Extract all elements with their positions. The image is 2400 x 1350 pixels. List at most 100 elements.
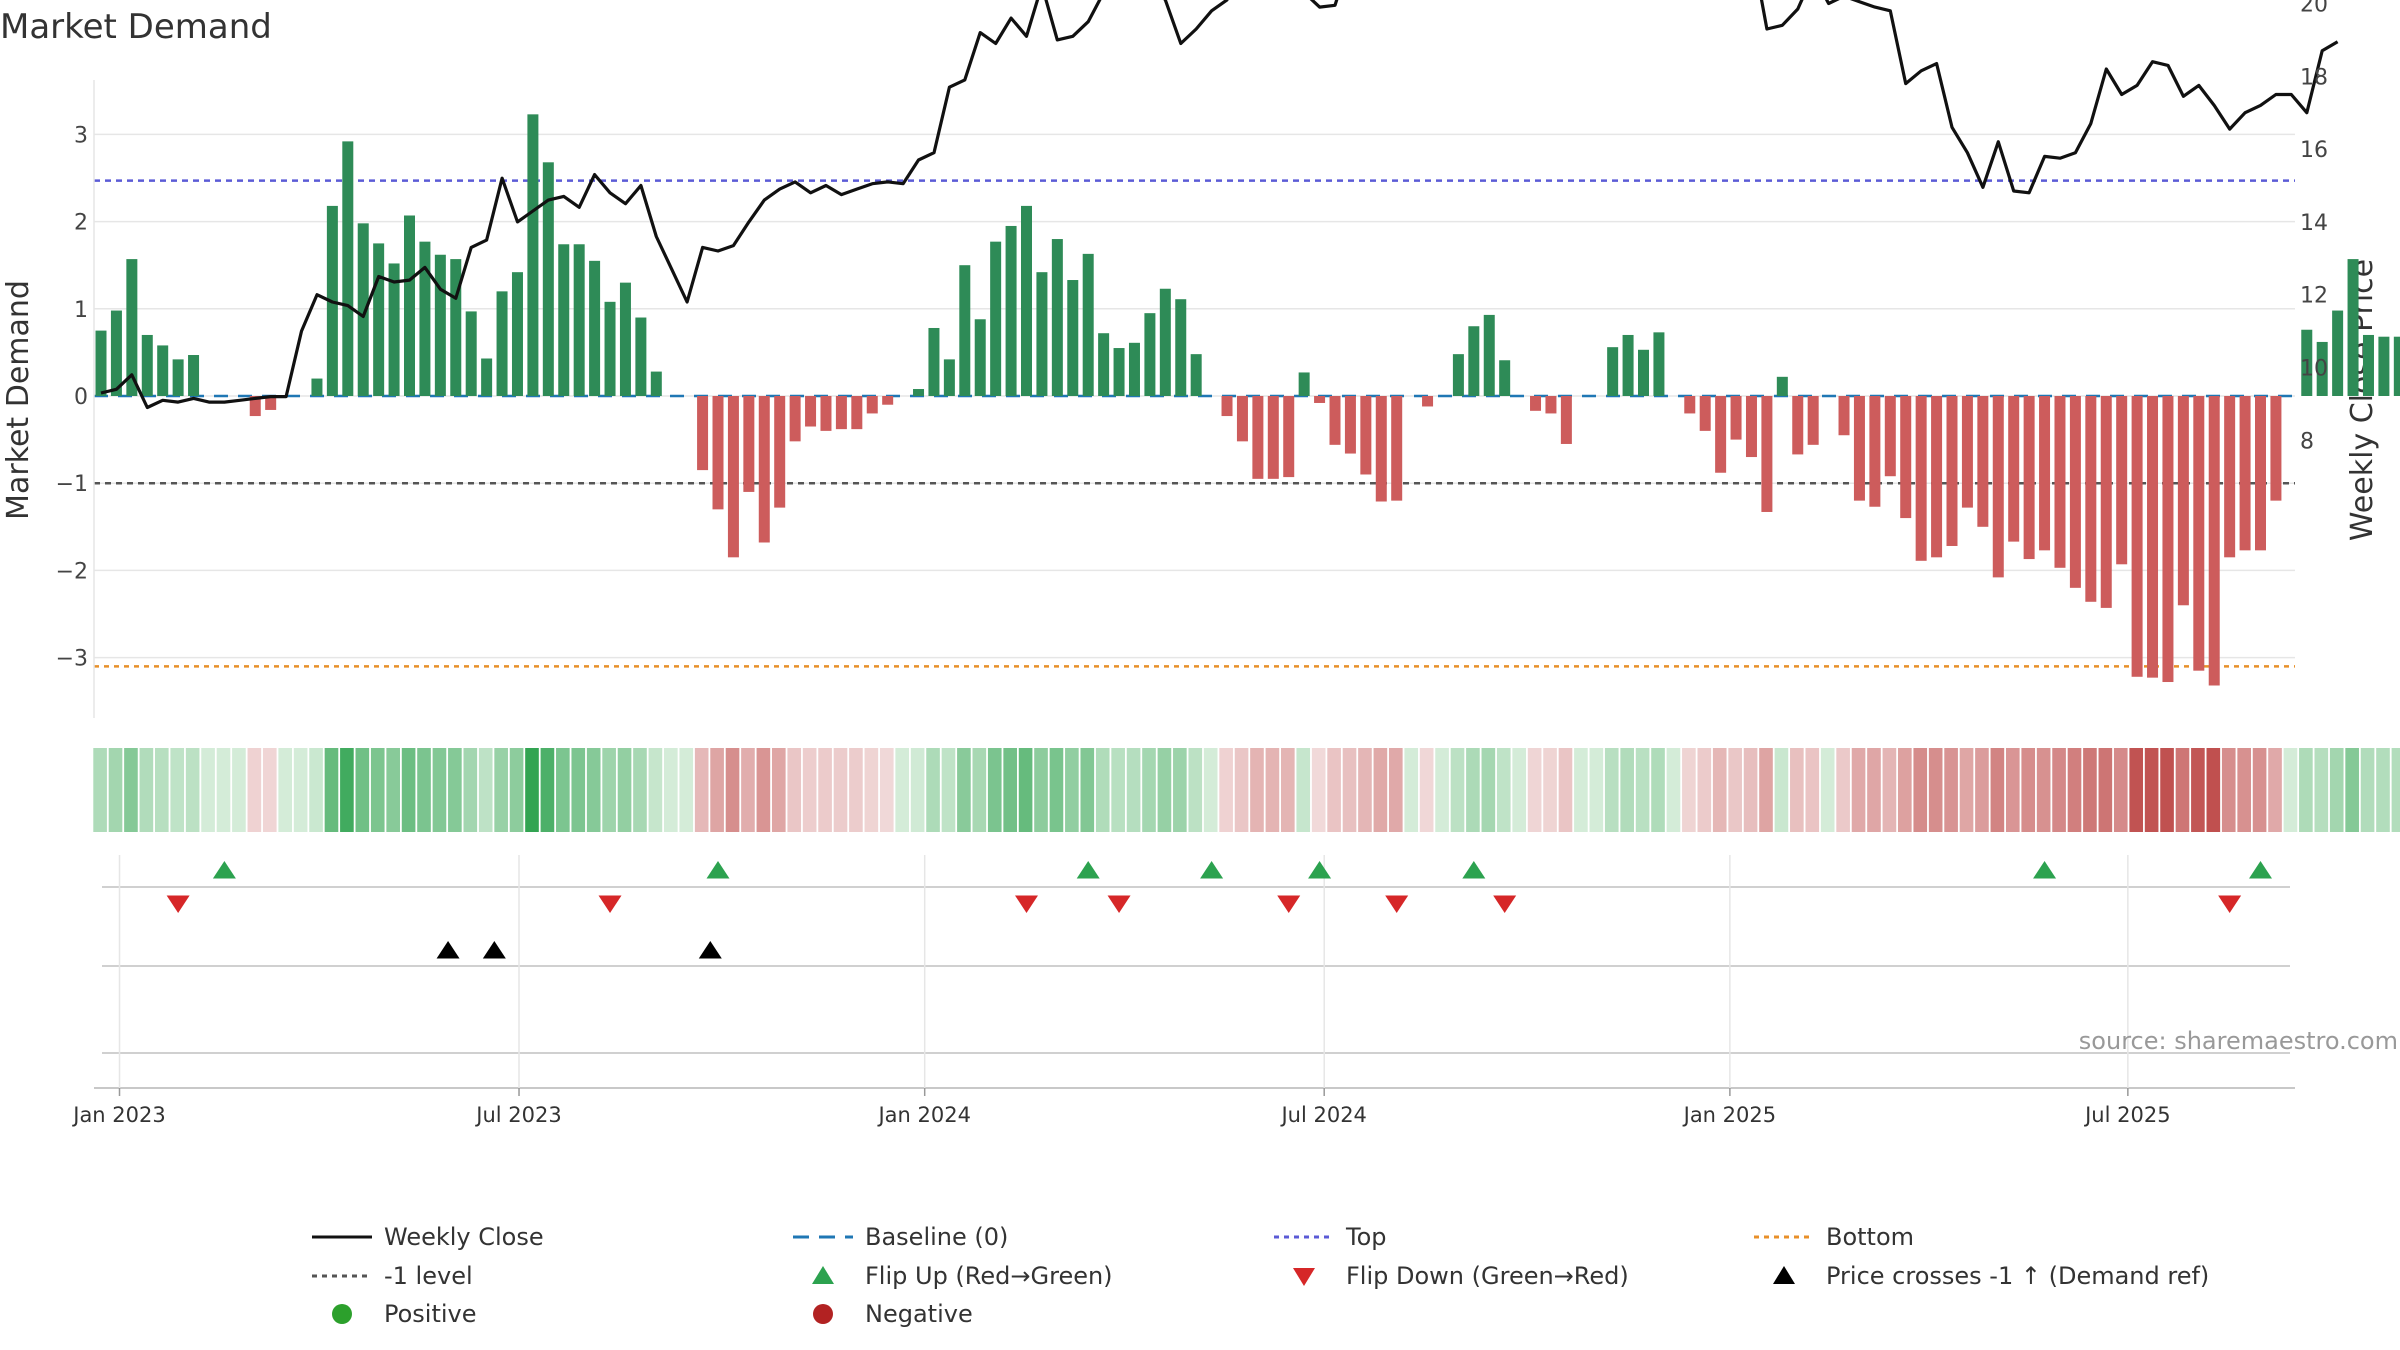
heat-cell xyxy=(1496,748,1511,832)
demand-bar-negative xyxy=(1375,396,1387,502)
demand-bar-positive xyxy=(465,311,477,396)
demand-heat-strip xyxy=(93,748,2400,832)
heat-cell xyxy=(2067,748,2082,832)
heat-cell xyxy=(1805,748,1820,832)
demand-bar-negative xyxy=(1869,396,1881,507)
heat-cell xyxy=(1820,748,1835,832)
demand-bar-positive xyxy=(990,241,1002,396)
heat-cell xyxy=(2237,748,2251,832)
demand-bar-negative xyxy=(866,396,878,414)
demand-bar-negative xyxy=(1745,396,1757,458)
demand-bar-positive xyxy=(110,310,122,396)
heat-cell xyxy=(2113,748,2128,832)
demand-bar-negative xyxy=(697,396,709,471)
heat-cell xyxy=(2299,748,2313,832)
legend-item: Bottom xyxy=(1754,1223,1914,1251)
demand-bar-negative xyxy=(805,396,817,427)
heat-cell xyxy=(1543,748,1557,832)
demand-bar-positive xyxy=(188,355,200,396)
heat-cell xyxy=(1790,748,1804,832)
legend-swatch-triangle-down xyxy=(1293,1268,1315,1286)
demand-bar-positive xyxy=(342,141,354,396)
heat-cell xyxy=(1620,748,1634,832)
demand-bar-negative xyxy=(2008,396,2020,542)
legend-swatch-triangle-up xyxy=(812,1266,834,1284)
heat-cell xyxy=(648,748,663,832)
demand-bar-negative xyxy=(1252,396,1264,479)
heat-cell xyxy=(1944,748,1958,832)
demand-bar-negative xyxy=(774,396,786,508)
heat-cell xyxy=(1234,748,1249,832)
heat-cell xyxy=(432,748,447,832)
demand-bar-negative xyxy=(2054,396,2066,568)
heat-cell xyxy=(602,748,616,832)
heat-cell xyxy=(93,748,107,832)
heat-cell xyxy=(741,748,755,832)
demand-bar-negative xyxy=(2147,396,2159,678)
demand-bar-positive xyxy=(959,265,971,396)
demand-bar-positive xyxy=(558,244,570,396)
demand-bar-positive xyxy=(635,317,647,396)
legend-label: Bottom xyxy=(1826,1223,1914,1251)
flip-up-marker xyxy=(1462,861,1486,879)
heat-cell xyxy=(556,748,570,832)
heat-cell xyxy=(124,748,138,832)
heat-cell xyxy=(1697,748,1712,832)
demand-bar-positive xyxy=(604,301,616,396)
heat-cell xyxy=(1913,748,1928,832)
heat-cell xyxy=(509,748,524,832)
heat-cell xyxy=(2191,748,2205,832)
heat-cell xyxy=(771,748,786,832)
demand-bar-positive xyxy=(2332,310,2344,396)
demand-bar-positive xyxy=(1144,313,1156,396)
demand-bar-positive xyxy=(1175,299,1187,396)
demand-bar-negative xyxy=(1344,396,1356,454)
legend-item: Negative xyxy=(813,1300,973,1328)
flip-down-marker xyxy=(1107,895,1131,913)
heat-cell xyxy=(340,748,354,832)
demand-bar-negative xyxy=(1961,396,1973,508)
demand-bar-positive xyxy=(1113,348,1125,396)
legend-item: Top xyxy=(1274,1223,1387,1251)
legend-label: Weekly Close xyxy=(384,1223,544,1251)
demand-bar-negative xyxy=(882,396,894,405)
demand-bar-negative xyxy=(1391,396,1403,501)
demand-bar-positive xyxy=(1452,354,1464,396)
heat-cell xyxy=(1743,748,1758,832)
flip-up-marker xyxy=(706,861,730,879)
heat-cell xyxy=(2005,748,2020,832)
heat-cell xyxy=(1558,748,1573,832)
y-axis-left-title: Market Demand xyxy=(1,280,36,520)
heat-cell xyxy=(1265,748,1280,832)
demand-bar-positive xyxy=(388,263,400,396)
heat-cell xyxy=(1157,748,1172,832)
source-label: source: sharemaestro.com xyxy=(2079,1027,2398,1055)
heat-cell xyxy=(787,748,802,832)
heat-cell xyxy=(2345,748,2359,832)
heat-cell xyxy=(1759,748,1773,832)
demand-bar-negative xyxy=(712,396,724,510)
demand-bar-negative xyxy=(1360,396,1372,475)
demand-bar-negative xyxy=(835,396,847,430)
heat-cell xyxy=(2083,748,2097,832)
heat-cell xyxy=(1173,748,1187,832)
heat-cell xyxy=(1342,748,1357,832)
heat-cell xyxy=(1018,748,1033,832)
heat-cell xyxy=(710,748,724,832)
demand-bar-positive xyxy=(2347,259,2359,396)
y-right-tick-label: 14 xyxy=(2300,211,2328,236)
demand-bar-positive xyxy=(1098,333,1110,396)
flip-up-marker xyxy=(212,861,236,879)
heat-cell xyxy=(386,748,400,832)
demand-bar-negative xyxy=(1853,396,1865,501)
demand-bar-negative xyxy=(2177,396,2189,606)
demand-bar-positive xyxy=(619,282,631,396)
flip-up-marker xyxy=(2249,861,2272,879)
demand-bar-negative xyxy=(1931,396,1943,558)
demand-bar-negative xyxy=(1838,396,1850,436)
demand-bar-negative xyxy=(2069,396,2081,588)
heat-cell xyxy=(1419,748,1434,832)
heat-cell xyxy=(2021,748,2036,832)
heat-cell xyxy=(262,748,277,832)
